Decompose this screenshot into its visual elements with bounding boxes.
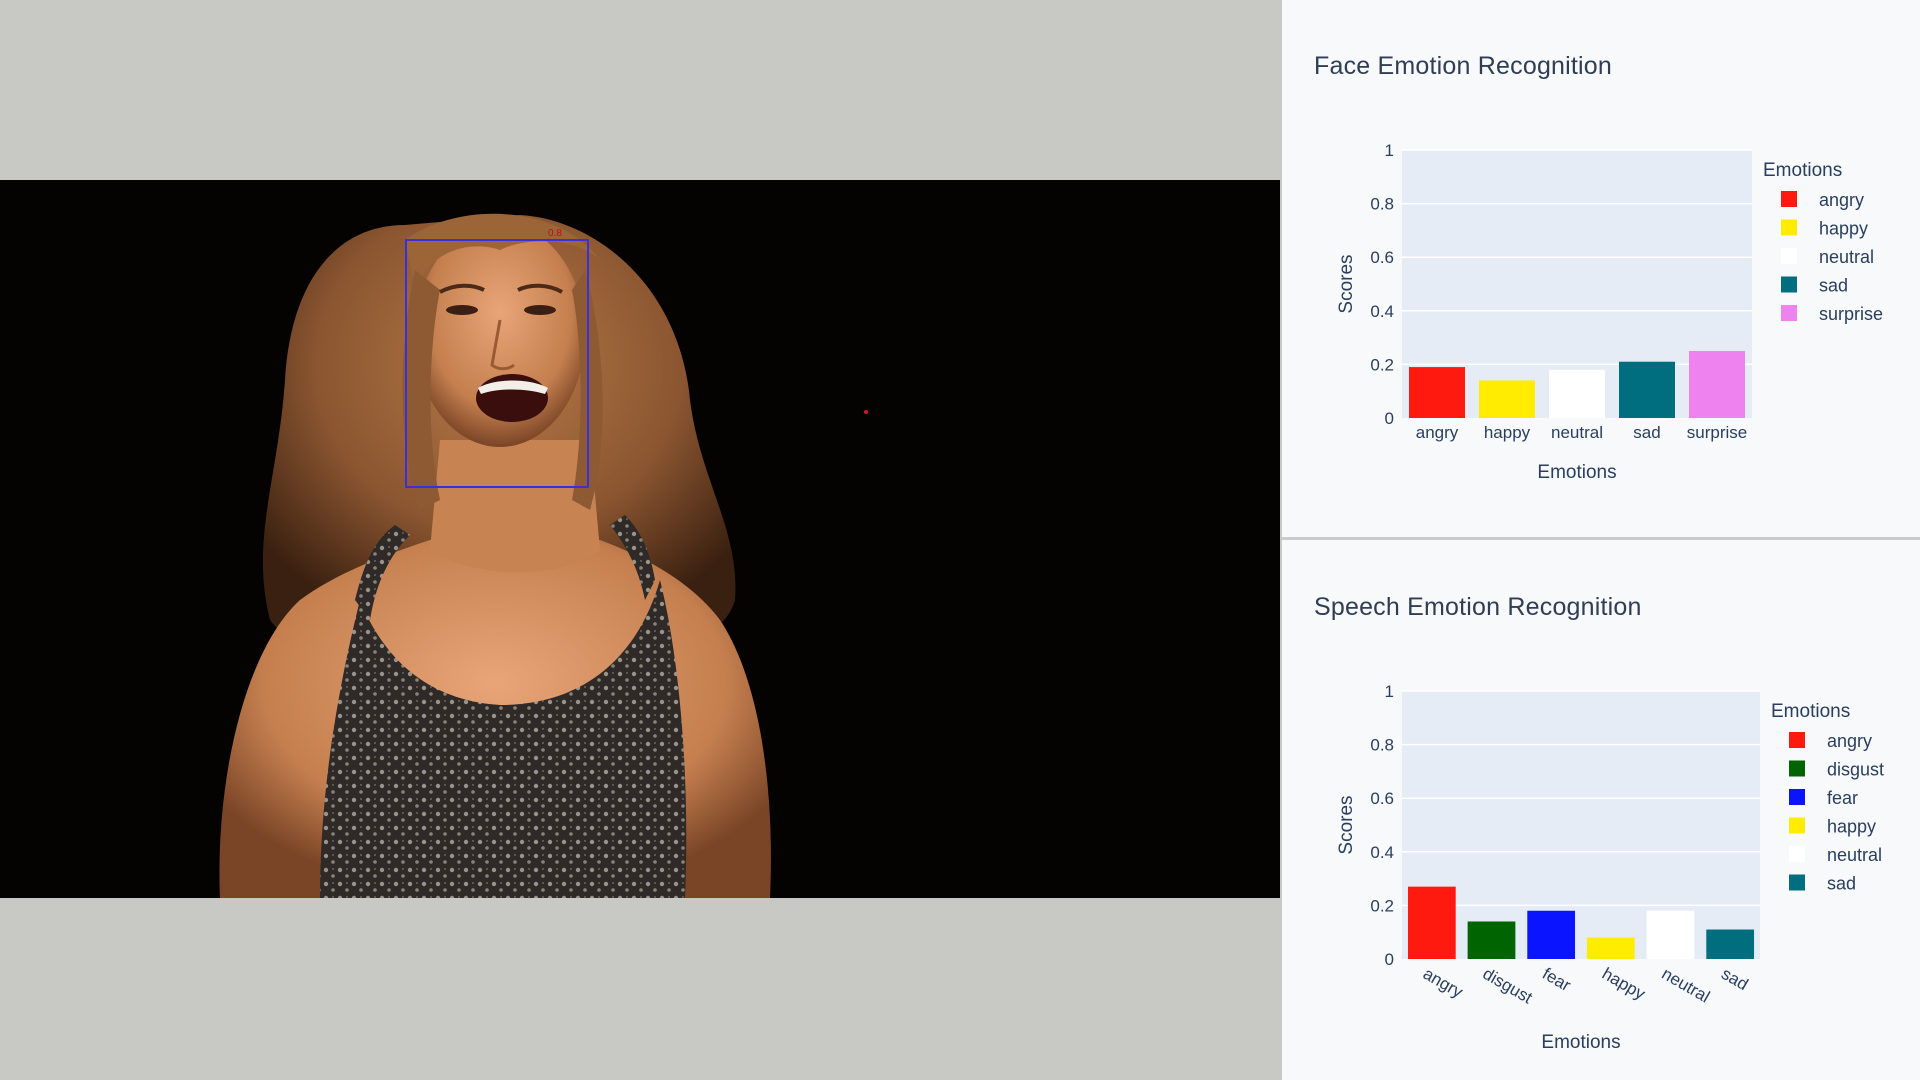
speech-emotion-panel: Speech Emotion Recognition 0 0.2 0.4 0.6 0.8… bbox=[1282, 541, 1920, 1080]
speech-legend-swatch-neutral[interactable] bbox=[1789, 846, 1805, 862]
panel-divider bbox=[1282, 537, 1920, 540]
face-xtick-label: sad bbox=[1633, 423, 1660, 442]
speech-xtick-label: angry bbox=[1420, 964, 1467, 1002]
face-xtick-label: neutral bbox=[1551, 423, 1603, 442]
speech-legend-item-angry[interactable]: angry bbox=[1827, 731, 1872, 751]
face-bar-neutral[interactable] bbox=[1549, 369, 1605, 418]
speech-ytick-label: 0.2 bbox=[1370, 896, 1394, 915]
face-legend-swatch-sad[interactable] bbox=[1781, 276, 1797, 293]
video-frame[interactable]: 0.8 bbox=[0, 180, 1280, 898]
speech-legend-swatch-happy[interactable] bbox=[1789, 817, 1805, 834]
face-legend-item-happy[interactable]: happy bbox=[1819, 219, 1868, 239]
face-xtick-label: angry bbox=[1416, 423, 1459, 442]
speech-ytick-label: 0.4 bbox=[1370, 843, 1394, 862]
speech-xtick-label: happy bbox=[1599, 964, 1649, 1004]
speech-plot-area bbox=[1402, 691, 1760, 959]
speech-x-axis-title: Emotions bbox=[1541, 1032, 1620, 1053]
face-legend-swatch-neutral[interactable] bbox=[1781, 248, 1797, 264]
speech-legend-swatch-angry[interactable] bbox=[1789, 732, 1805, 748]
speech-chart-title: Speech Emotion Recognition bbox=[1314, 593, 1642, 621]
speech-bar-fear[interactable] bbox=[1527, 910, 1576, 959]
face-bar-angry[interactable] bbox=[1409, 367, 1465, 418]
speech-bar-neutral[interactable] bbox=[1646, 910, 1695, 959]
face-y-axis-title: Scores bbox=[1336, 254, 1357, 313]
video-image: 0.8 bbox=[219, 213, 868, 898]
face-legend-item-sad[interactable]: sad bbox=[1819, 276, 1848, 296]
face-legend-item-surprise[interactable]: surprise bbox=[1819, 304, 1883, 324]
face-chart-title: Face Emotion Recognition bbox=[1314, 52, 1613, 80]
speech-legend-swatch-sad[interactable] bbox=[1789, 874, 1805, 891]
side-panel: Face Emotion Recognition 0 0.2 0.4 0.6 0.8 1 a… bbox=[1282, 0, 1920, 1080]
face-xtick-label: surprise bbox=[1687, 423, 1747, 442]
speech-bar-sad[interactable] bbox=[1706, 929, 1755, 959]
speech-bar-disgust[interactable] bbox=[1467, 921, 1516, 959]
speech-bar-angry[interactable] bbox=[1407, 886, 1456, 959]
speech-legend-item-sad[interactable]: sad bbox=[1827, 874, 1856, 894]
face-bounding-box bbox=[405, 239, 589, 488]
face-ytick-label: 0.4 bbox=[1370, 302, 1394, 321]
speech-xtick-label: sad bbox=[1718, 964, 1751, 994]
speech-legend-title: Emotions bbox=[1771, 701, 1850, 722]
speech-ytick-label: 0.6 bbox=[1370, 789, 1394, 808]
speech-legend-item-happy[interactable]: happy bbox=[1827, 817, 1876, 837]
speech-xtick-label: neutral bbox=[1659, 964, 1714, 1006]
face-legend-swatch-surprise[interactable] bbox=[1781, 305, 1797, 321]
face-x-axis-title: Emotions bbox=[1537, 462, 1616, 483]
face-ytick-label: 0.6 bbox=[1370, 248, 1394, 267]
speech-legend-item-disgust[interactable]: disgust bbox=[1827, 760, 1884, 780]
face-emotion-panel: Face Emotion Recognition 0 0.2 0.4 0.6 0.8 1 a… bbox=[1282, 0, 1920, 538]
face-legend-item-neutral[interactable]: neutral bbox=[1819, 247, 1874, 267]
face-box-score: 0.8 bbox=[548, 228, 562, 239]
video-pane: 0.8 bbox=[0, 180, 1280, 898]
speech-xtick-label: disgust bbox=[1480, 964, 1536, 1008]
face-ytick-label: 0.2 bbox=[1370, 355, 1394, 374]
face-ytick-label: 0 bbox=[1385, 409, 1394, 428]
speech-y-axis-title: Scores bbox=[1336, 795, 1357, 854]
face-bar-sad[interactable] bbox=[1619, 361, 1675, 418]
face-xtick-label: happy bbox=[1484, 423, 1531, 442]
speech-ytick-label: 1 bbox=[1385, 682, 1394, 701]
speech-xtick-label: fear bbox=[1539, 964, 1574, 995]
speech-ytick-label: 0.8 bbox=[1370, 736, 1394, 755]
face-legend-item-angry[interactable]: angry bbox=[1819, 190, 1864, 210]
face-emotion-chart[interactable]: 0 0.2 0.4 0.6 0.8 1 angry happy neutral sad surpri… bbox=[1282, 0, 1920, 538]
speech-ytick-label: 0 bbox=[1385, 950, 1394, 969]
face-legend-swatch-angry[interactable] bbox=[1781, 191, 1797, 207]
speech-bar-happy[interactable] bbox=[1586, 937, 1635, 959]
face-bar-happy[interactable] bbox=[1479, 380, 1535, 418]
face-ytick-label: 0.8 bbox=[1370, 195, 1394, 214]
face-legend-title: Emotions bbox=[1763, 160, 1842, 181]
face-ytick-label: 1 bbox=[1385, 141, 1394, 160]
face-bar-surprise[interactable] bbox=[1689, 351, 1745, 418]
face-legend-swatch-happy[interactable] bbox=[1781, 219, 1797, 236]
speech-legend-swatch-disgust[interactable] bbox=[1789, 760, 1805, 777]
speech-legend-item-fear[interactable]: fear bbox=[1827, 788, 1858, 808]
speech-legend-item-neutral[interactable]: neutral bbox=[1827, 845, 1882, 865]
speech-legend-swatch-fear[interactable] bbox=[1789, 789, 1805, 805]
